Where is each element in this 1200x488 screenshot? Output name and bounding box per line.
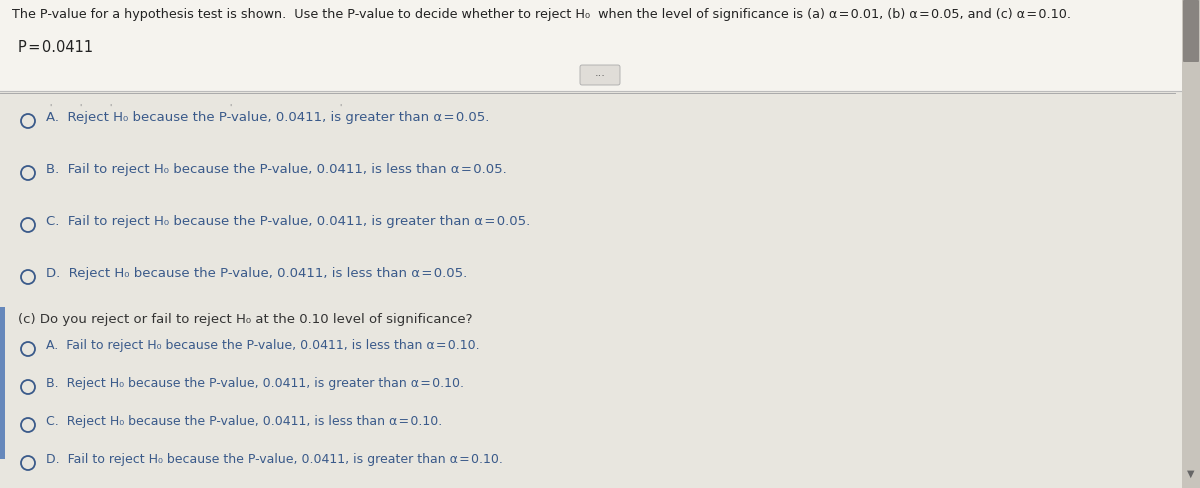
FancyBboxPatch shape bbox=[580, 66, 620, 86]
Text: A.  Fail to reject H₀ because the P-value, 0.0411, is less than α = 0.10.: A. Fail to reject H₀ because the P-value… bbox=[46, 339, 480, 352]
Text: ': ' bbox=[79, 104, 82, 113]
FancyBboxPatch shape bbox=[1183, 1, 1199, 63]
Text: A.  Reject H₀ because the P-value, 0.0411, is greater than α = 0.05.: A. Reject H₀ because the P-value, 0.0411… bbox=[46, 111, 490, 124]
Text: ': ' bbox=[49, 104, 52, 113]
Text: ▼: ▼ bbox=[1187, 468, 1195, 478]
Bar bbox=[0, 0, 1200, 92]
Text: The P-value for a hypothesis test is shown.  Use the P-value to decide whether t: The P-value for a hypothesis test is sho… bbox=[12, 8, 1072, 21]
Bar bbox=[0, 307, 5, 459]
Text: (c) Do you reject or fail to reject H₀ at the 0.10 level of significance?: (c) Do you reject or fail to reject H₀ a… bbox=[18, 313, 473, 326]
Bar bbox=[1182, 0, 1200, 488]
Text: P = 0.0411: P = 0.0411 bbox=[18, 40, 94, 55]
Text: B.  Reject H₀ because the P-value, 0.0411, is greater than α = 0.10.: B. Reject H₀ because the P-value, 0.0411… bbox=[46, 377, 464, 390]
Text: B.  Fail to reject H₀ because the P-value, 0.0411, is less than α = 0.05.: B. Fail to reject H₀ because the P-value… bbox=[46, 163, 506, 176]
Text: ': ' bbox=[338, 104, 341, 113]
Text: D.  Reject H₀ because the P-value, 0.0411, is less than α = 0.05.: D. Reject H₀ because the P-value, 0.0411… bbox=[46, 267, 467, 280]
Text: ···: ··· bbox=[594, 71, 606, 81]
Text: ': ' bbox=[229, 104, 232, 113]
Text: D.  Fail to reject H₀ because the P-value, 0.0411, is greater than α = 0.10.: D. Fail to reject H₀ because the P-value… bbox=[46, 452, 503, 466]
Text: ': ' bbox=[109, 104, 112, 113]
Text: C.  Fail to reject H₀ because the P-value, 0.0411, is greater than α = 0.05.: C. Fail to reject H₀ because the P-value… bbox=[46, 215, 530, 228]
Text: C.  Reject H₀ because the P-value, 0.0411, is less than α = 0.10.: C. Reject H₀ because the P-value, 0.0411… bbox=[46, 415, 443, 427]
